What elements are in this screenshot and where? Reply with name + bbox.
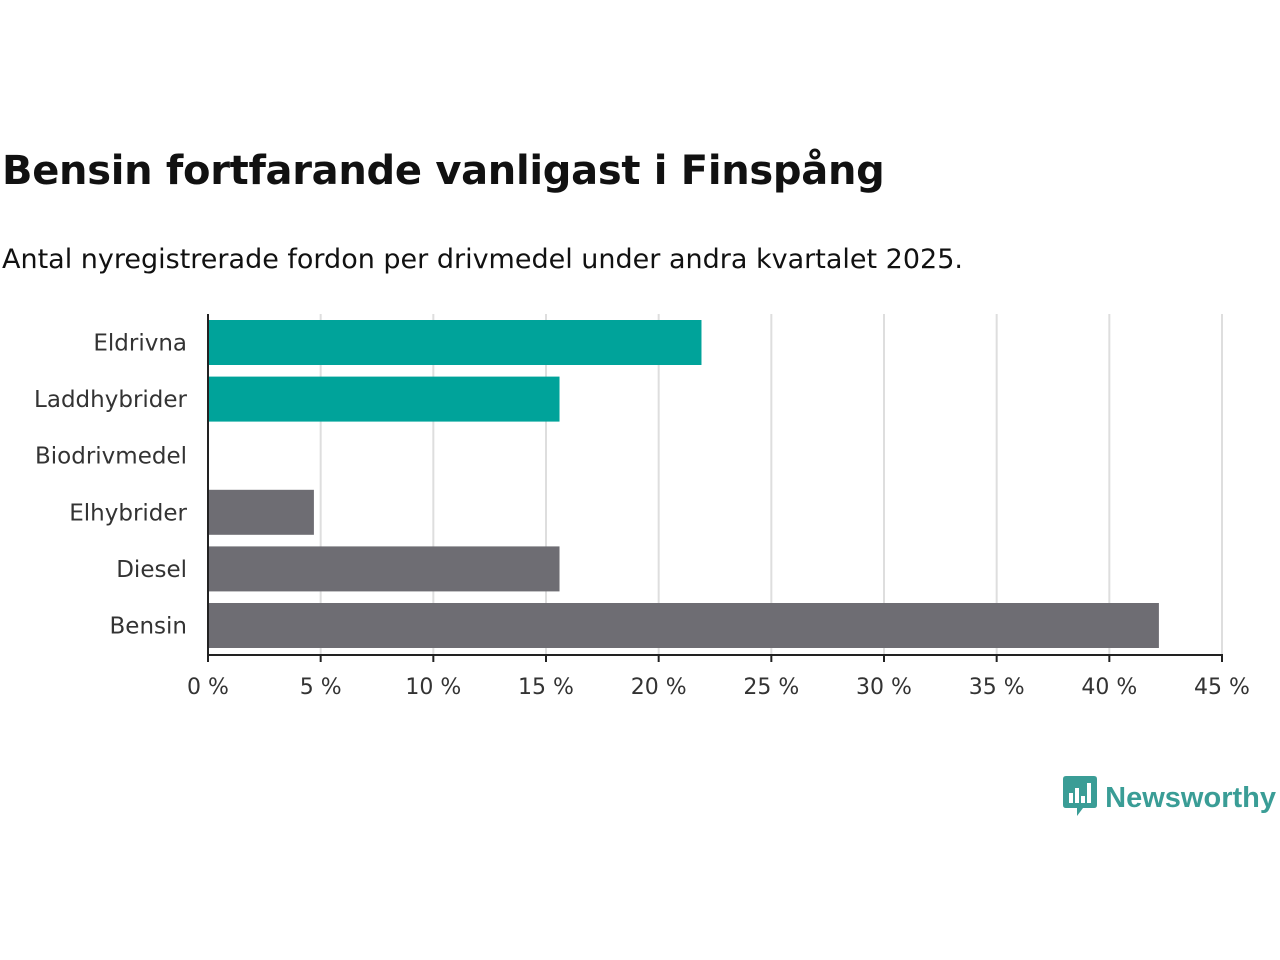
newsworthy-logo: Newsworthy — [1063, 776, 1276, 820]
bar-eldrivna — [208, 320, 702, 365]
chart-title: Bensin fortfarande vanligast i Finspång — [2, 148, 885, 194]
bar-diesel — [208, 546, 560, 592]
grid-lines — [319, 314, 1223, 655]
x-axis: 0 % 5 % 10 % 15 % 20 % 25 % 30 % 35 % 40 % 45 % — [187, 314, 1250, 700]
bar-bensin — [208, 603, 1159, 648]
chart-subtitle: Antal nyregistrerade fordon per drivmede… — [2, 244, 963, 275]
category-label: Elhybrider — [69, 500, 187, 526]
category-label: Eldrivna — [93, 331, 187, 357]
x-tick-label: 5 % — [300, 675, 342, 700]
bar-elhybrider — [208, 489, 314, 535]
category-labels: Eldrivna Laddhybrider Biodrivmedel Elhybrid… — [34, 331, 187, 640]
x-tick-label: 0 % — [187, 675, 229, 700]
x-tick-label: 15 % — [518, 675, 574, 700]
category-label: Bensin — [110, 614, 187, 640]
x-tick-label: 25 % — [743, 675, 799, 700]
x-tick-label: 40 % — [1081, 675, 1137, 700]
bar-laddhybrider — [208, 376, 560, 422]
x-tick-label: 10 % — [405, 675, 461, 700]
x-tick-label: 35 % — [969, 675, 1025, 700]
x-tick-label: 45 % — [1194, 675, 1250, 700]
category-label: Laddhybrider — [34, 387, 187, 413]
x-tick-label: 20 % — [631, 675, 687, 700]
bars — [208, 320, 1159, 648]
x-tick-label: 30 % — [856, 675, 912, 700]
category-label: Diesel — [116, 557, 187, 583]
brand-name: Newsworthy — [1105, 781, 1276, 814]
bar-chart-speech-bubble-icon — [1063, 776, 1098, 820]
category-label: Biodrivmedel — [35, 444, 187, 470]
